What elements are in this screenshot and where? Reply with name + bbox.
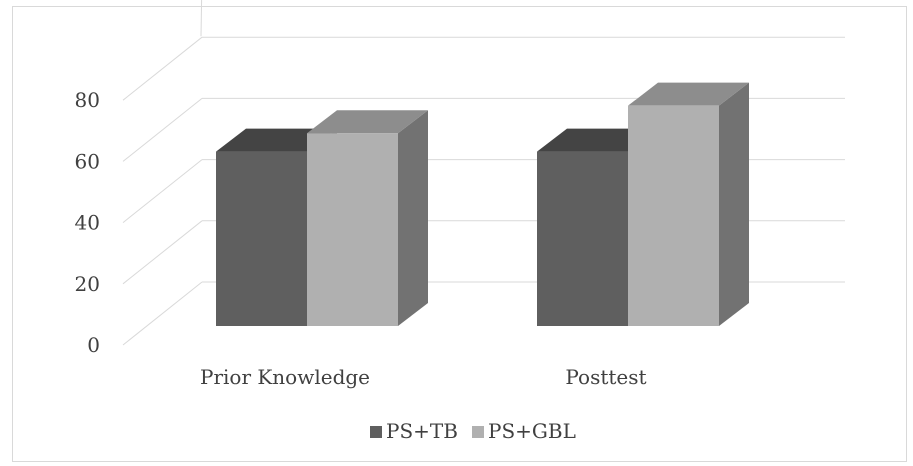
- bar-top: [537, 128, 658, 152]
- legend: PS+TB PS+GBL: [370, 419, 576, 443]
- y-axis-ticks: 0 20 40 60 80: [75, 88, 100, 357]
- gridline-diagonal: [122, 220, 203, 285]
- bar-top: [628, 82, 749, 106]
- x-category-label: Prior Knowledge: [200, 365, 370, 389]
- gridline-diagonal: [122, 36, 203, 101]
- y-tick-label: 60: [75, 149, 100, 173]
- bar-side: [398, 110, 428, 326]
- y-tick-label: 80: [75, 88, 100, 112]
- y-tick-label: 20: [75, 272, 100, 296]
- x-axis-categories: Prior Knowledge Posttest: [200, 365, 647, 389]
- gridline-diagonal: [200, 0, 203, 37]
- legend-swatch: [472, 426, 484, 438]
- chart-frame: [12, 6, 907, 462]
- bar-top: [216, 128, 337, 152]
- bar-ps-gbl-1: [628, 82, 749, 327]
- bar: [537, 151, 628, 326]
- bar: [628, 105, 719, 327]
- bars: [216, 82, 749, 327]
- gridline-diagonal: [122, 281, 203, 346]
- bar-ps-gbl-0: [307, 110, 428, 326]
- legend-label: PS+TB: [386, 419, 458, 443]
- gridline-diagonal: [122, 159, 203, 223]
- bar-top: [307, 110, 428, 134]
- y-tick-label: 40: [75, 211, 100, 235]
- x-category-label: Posttest: [565, 365, 646, 389]
- gridline-diagonal: [122, 98, 203, 162]
- bar-side: [719, 82, 749, 327]
- legend-swatch: [370, 426, 382, 438]
- bar: [307, 133, 398, 326]
- bar: [216, 151, 307, 326]
- legend-label: PS+GBL: [488, 419, 576, 443]
- y-tick-label: 0: [87, 333, 100, 357]
